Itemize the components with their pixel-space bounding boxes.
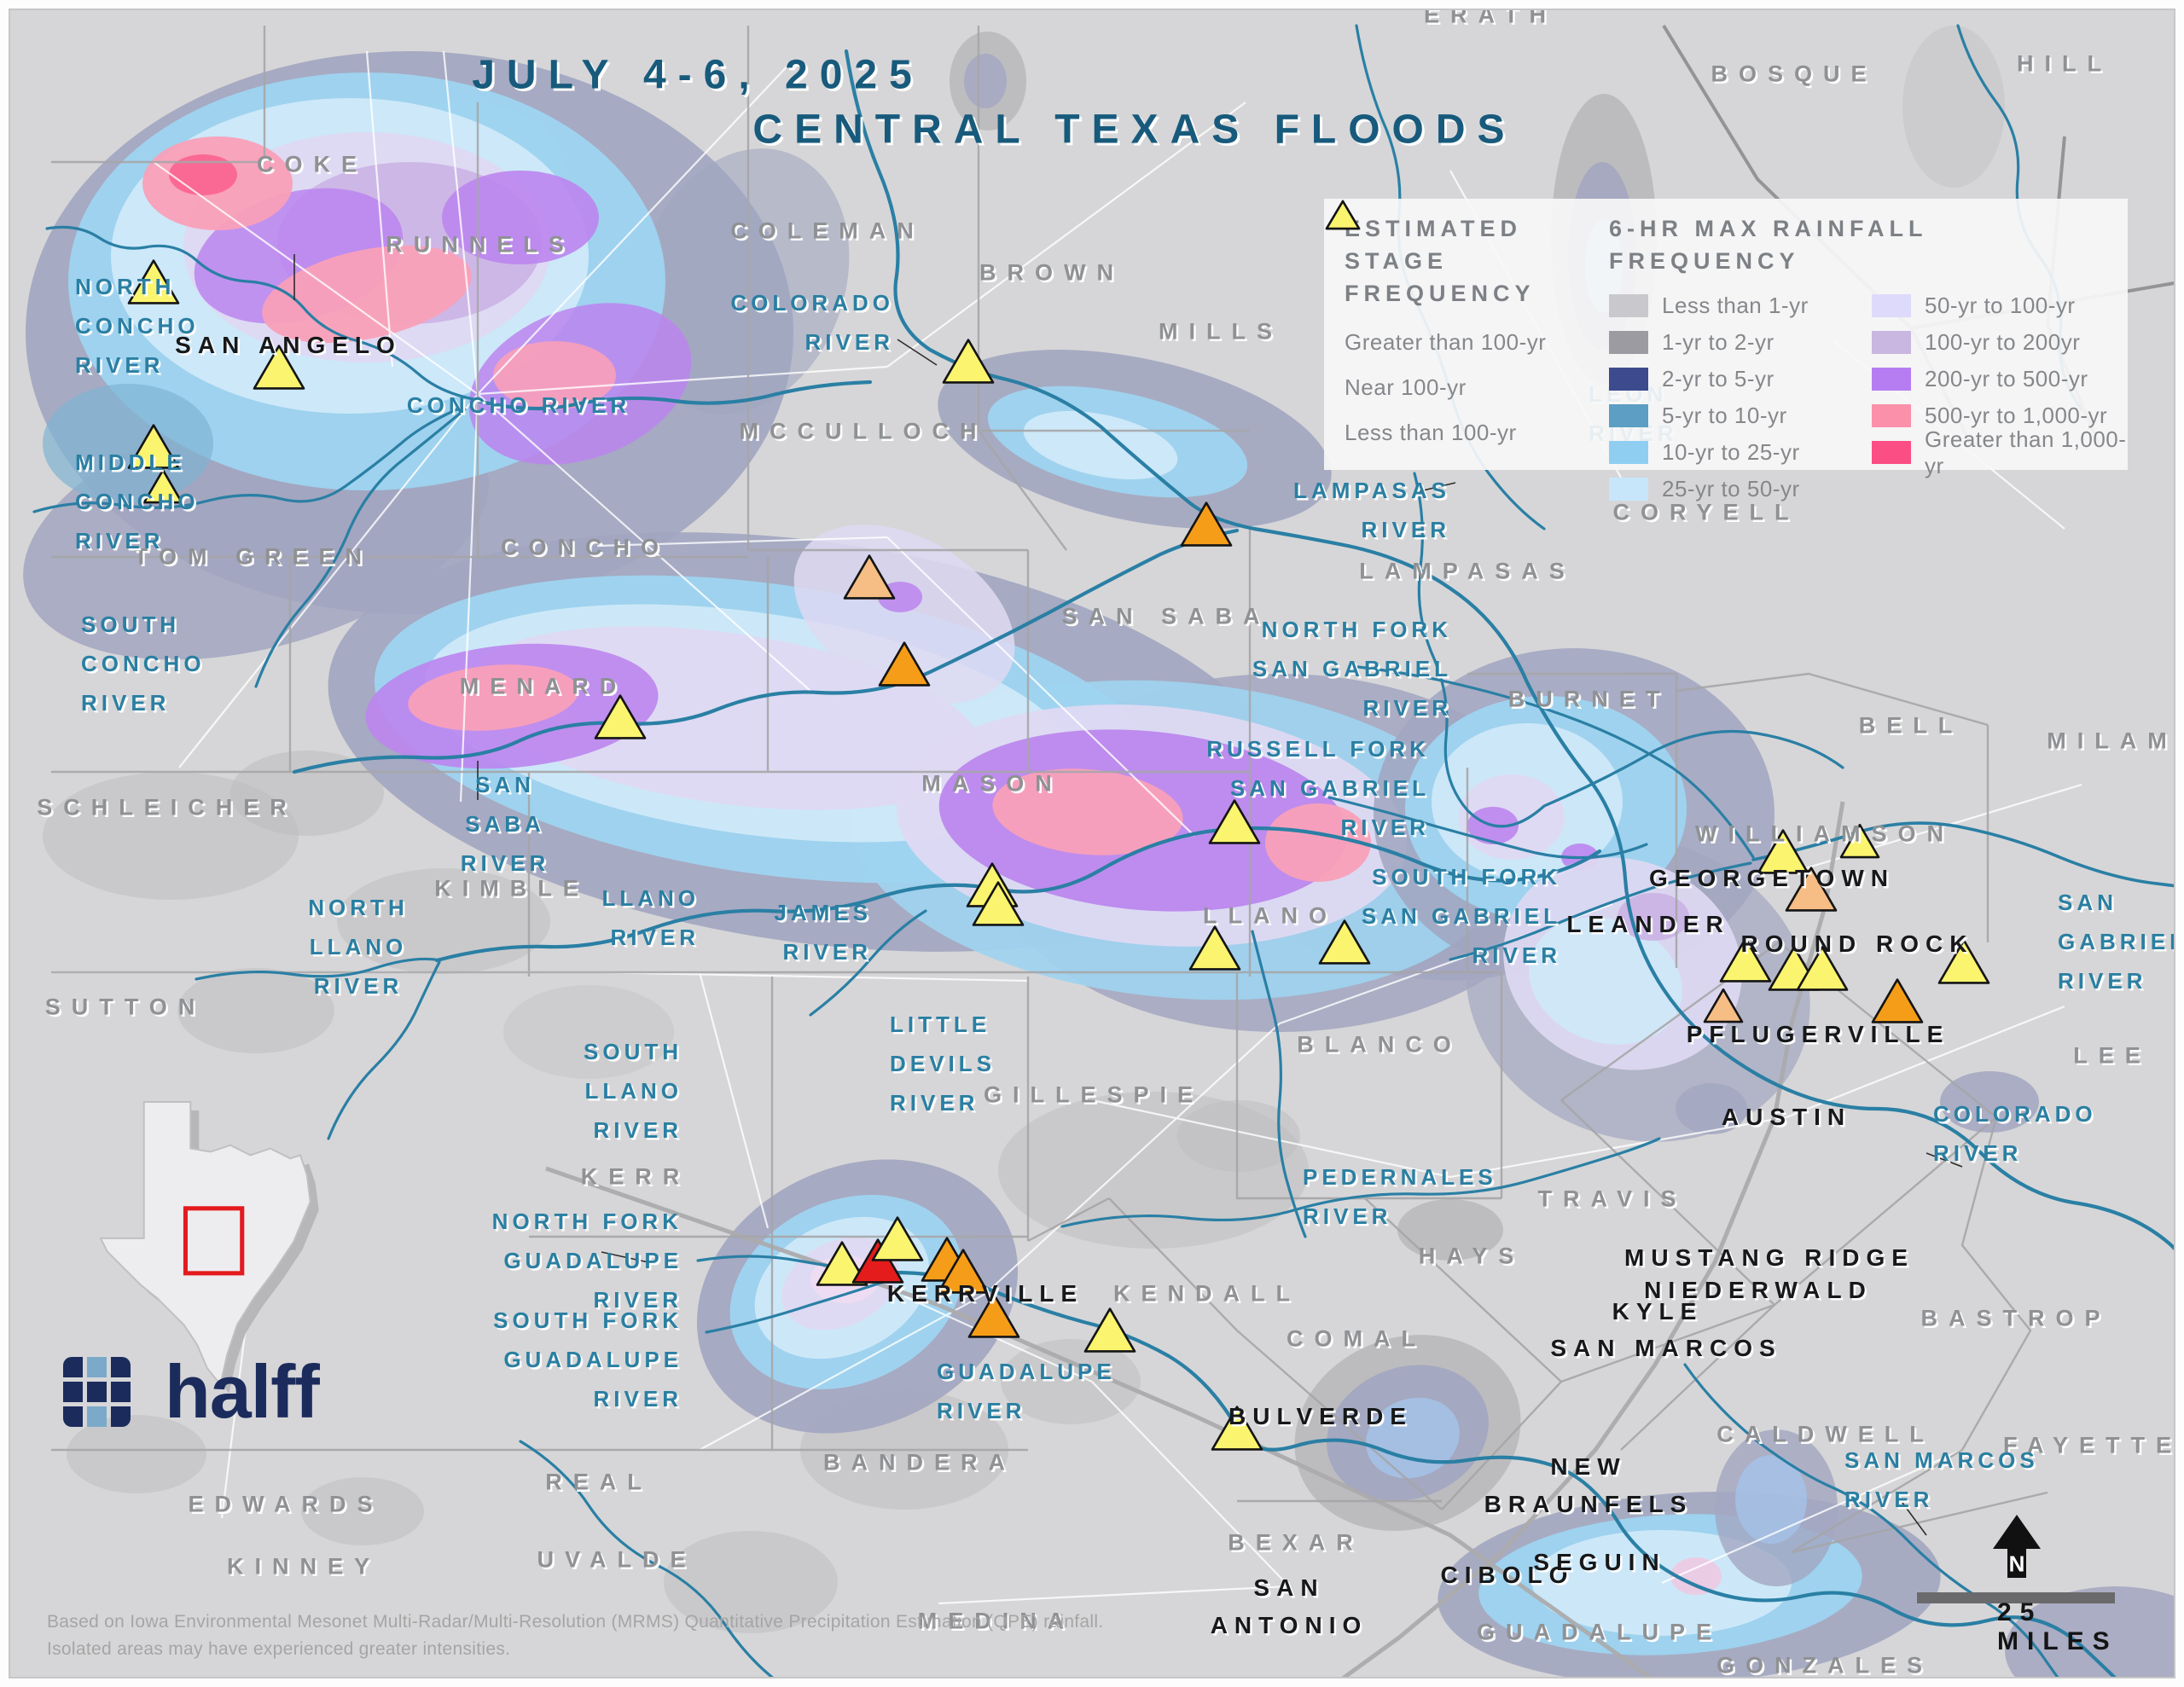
legend-item-label: Greater than 100-yr	[1345, 329, 1547, 355]
legend-item-label: 500-yr to 1,000-yr	[1925, 403, 2108, 428]
legend-rainfall-column: 6-HR MAX RAINFALL FREQUENCY Less than 1-…	[1609, 212, 2128, 501]
legend-panel: ESTIMATED STAGE FREQUENCY Greater than 1…	[1324, 199, 2128, 501]
gauge-triangle	[253, 345, 305, 390]
map-title-line1: JULY 4-6, 2025	[472, 52, 924, 98]
gauge-triangle	[1211, 1406, 1263, 1451]
gauge-triangle	[1083, 1307, 1136, 1353]
gauge-triangle	[1757, 829, 1809, 874]
legend-item-label: 2-yr to 5-yr	[1662, 366, 1774, 391]
north-arrow-label: N	[2008, 1551, 2025, 1577]
legend-rainfall-item: Greater than 1,000-yr	[1872, 426, 2128, 478]
legend-item-label: 100-yr to 200yr	[1925, 329, 2081, 355]
legend-rainfall-item: 1-yr to 2-yr	[1609, 324, 1850, 361]
gauge-triangle	[1871, 978, 1924, 1023]
gauge-triangle	[967, 1293, 1020, 1338]
rainfall-color-swatch	[1609, 478, 1648, 501]
rainfall-color-swatch	[1609, 368, 1648, 391]
gauge-triangle	[127, 259, 180, 304]
rainfall-color-swatch	[1872, 294, 1911, 317]
gauge-triangle	[1180, 501, 1233, 547]
legend-rainfall-item: 100-yr to 200yr	[1872, 324, 2128, 361]
stage-triangle-icon	[1325, 200, 1361, 230]
map-title-line2: CENTRAL TEXAS FLOODS	[752, 107, 1517, 153]
legend-item-label: 50-yr to 100-yr	[1925, 293, 2076, 318]
gauge-triangle	[1208, 799, 1261, 844]
gauge-triangle	[1839, 823, 1880, 859]
rainfall-color-swatch	[1609, 441, 1648, 464]
legend-rainfall-item: Less than 1-yr	[1609, 287, 1850, 324]
legend-item-label: 1-yr to 2-yr	[1662, 329, 1774, 355]
legend-item-label: 25-yr to 50-yr	[1662, 476, 1800, 501]
legend-stage-item: Less than 100-yr	[1325, 200, 1587, 455]
gauge-triangle	[1785, 867, 1838, 912]
legend-rainfall-item: 50-yr to 100-yr	[1872, 287, 2128, 324]
legend-stage-title-line2: FREQUENCY	[1345, 281, 1536, 306]
legend-rainfall-item: 200-yr to 500-yr	[1872, 361, 2128, 397]
legend-stage-title-line1: ESTIMATED STAGE	[1345, 216, 1522, 274]
halff-logo-wordmark: halff	[165, 1349, 320, 1434]
legend-rainfall-title-line1: 6-HR MAX RAINFALL	[1609, 216, 1928, 241]
legend-rainfall-item: 25-yr to 50-yr	[1609, 471, 1850, 507]
rainfall-color-swatch	[1872, 368, 1911, 391]
rainfall-color-swatch	[1872, 331, 1911, 354]
legend-item-label: 5-yr to 10-yr	[1662, 403, 1787, 428]
rainfall-color-swatch	[1609, 404, 1648, 427]
legend-stage-items: Greater than 100-yr Near 100-yr Less than …	[1325, 200, 1587, 455]
gauge-triangle	[942, 339, 995, 384]
legend-item-label: Less than 1-yr	[1662, 293, 1809, 318]
legend-stage-title: ESTIMATED STAGE FREQUENCY	[1345, 212, 1587, 310]
gauge-triangle	[1937, 939, 1990, 984]
scale-bar-label: 25 MILES	[1997, 1598, 2118, 1655]
legend-rainfall-item: 5-yr to 10-yr	[1609, 397, 1850, 434]
gauge-triangle	[594, 694, 647, 739]
legend-stage-item: Greater than 100-yr	[1325, 200, 1587, 365]
legend-item-label: Near 100-yr	[1345, 374, 1467, 400]
legend-rainfall-item: 10-yr to 25-yr	[1609, 434, 1850, 471]
gauge-triangle	[1703, 988, 1744, 1023]
gauge-triangle	[878, 641, 931, 687]
halff-logo-grid-icon	[63, 1357, 131, 1427]
attribution-text: Based on Iowa Environmental Mesonet Mult…	[47, 1609, 1103, 1663]
gauge-triangle	[142, 468, 183, 504]
attribution-line2: Isolated areas may have experienced grea…	[47, 1639, 511, 1659]
rainfall-color-swatch	[1872, 441, 1911, 464]
legend-rainfall-title: 6-HR MAX RAINFALL FREQUENCY	[1609, 212, 2128, 277]
attribution-line1: Based on Iowa Environmental Mesonet Mult…	[47, 1612, 1104, 1632]
rainfall-color-swatch	[1872, 404, 1911, 427]
rainfall-color-swatch	[1609, 294, 1648, 317]
legend-rainfall-title-line2: FREQUENCY	[1609, 248, 1800, 274]
gauge-triangle	[127, 424, 180, 469]
gauge-triangle	[871, 1216, 924, 1261]
halff-logo: halff	[63, 1349, 320, 1434]
legend-item-label: Greater than 1,000-yr	[1925, 426, 2127, 478]
legend-rainfall-col1: Less than 1-yr 1-yr to 2-yr 2-yr to 5-yr 5-…	[1609, 287, 1850, 507]
gauge-triangle	[1719, 937, 1772, 983]
legend-item-label: Less than 100-yr	[1345, 420, 1517, 445]
rainfall-color-swatch	[1609, 331, 1648, 354]
legend-item-label: 200-yr to 500-yr	[1925, 366, 2088, 391]
gauge-triangle	[1188, 925, 1241, 971]
legend-stage-column: ESTIMATED STAGE FREQUENCY Greater than 1…	[1325, 200, 1587, 470]
gauge-triangle	[1318, 919, 1371, 965]
gauge-triangle	[843, 554, 896, 600]
legend-item-label: 10-yr to 25-yr	[1662, 439, 1800, 465]
legend-rainfall-item: 2-yr to 5-yr	[1609, 361, 1850, 397]
legend-rainfall-col2: 50-yr to 100-yr 100-yr to 200yr 200-yr to …	[1872, 287, 2128, 507]
legend-stage-item: Near 100-yr	[1325, 200, 1587, 410]
